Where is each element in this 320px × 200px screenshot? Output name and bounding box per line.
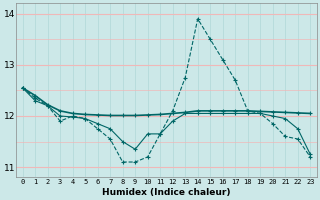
X-axis label: Humidex (Indice chaleur): Humidex (Indice chaleur) (102, 188, 231, 197)
